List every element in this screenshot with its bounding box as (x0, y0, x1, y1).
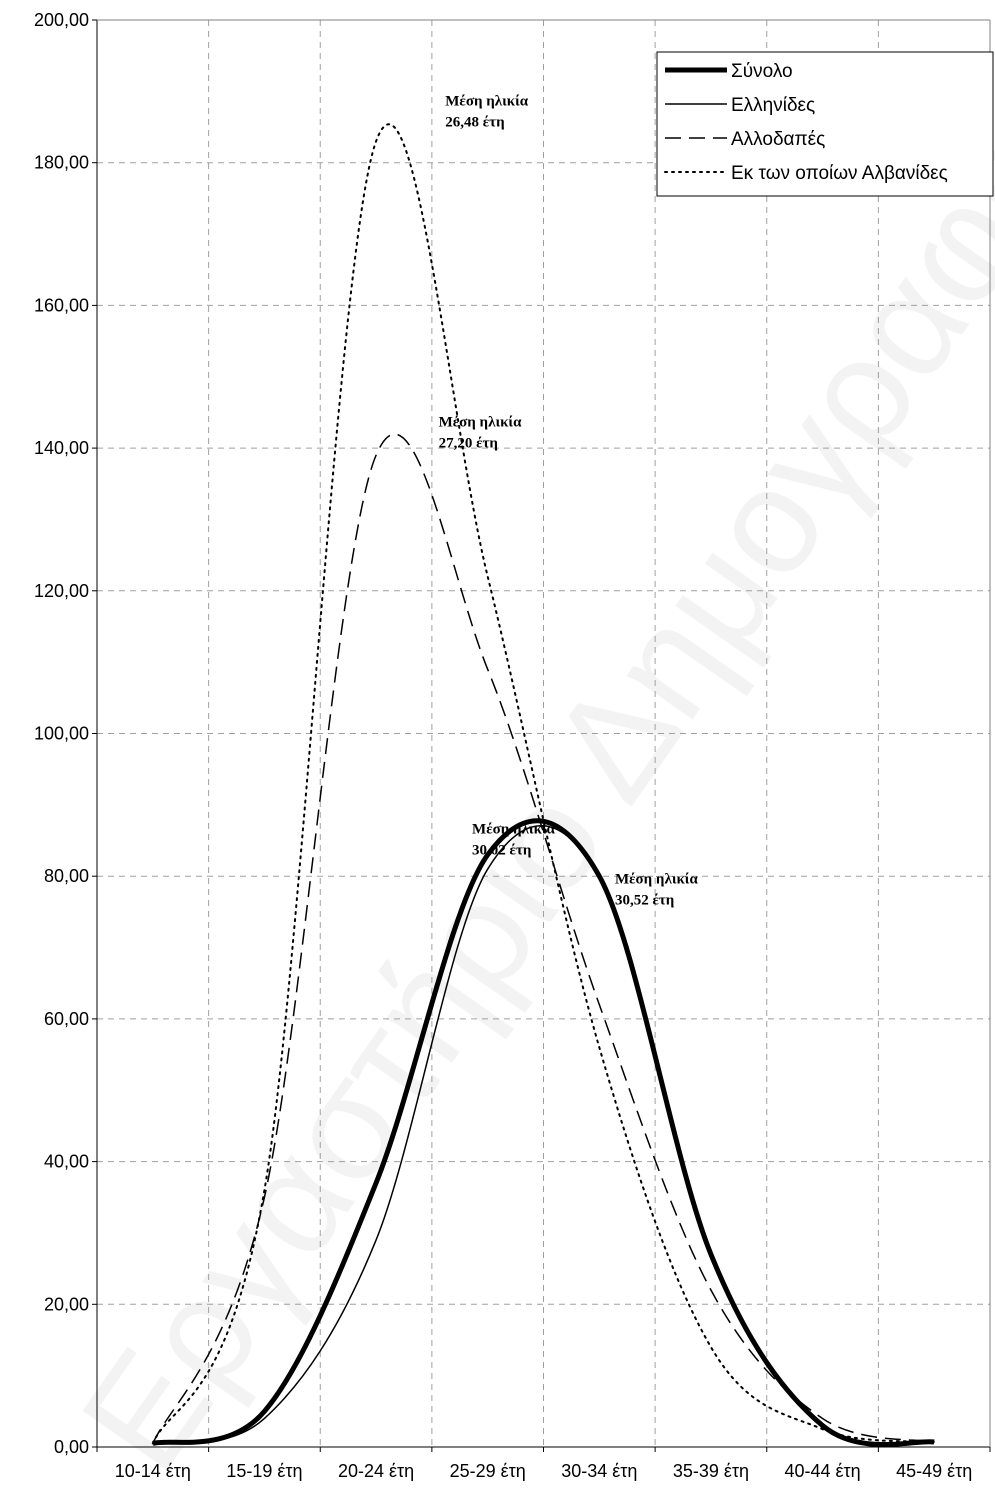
x-tick-label: 35-39 έτη (673, 1461, 749, 1481)
series-line-3 (152, 433, 935, 1444)
annotation-value: 30,02 έτη (472, 842, 531, 858)
series-line-4 (151, 123, 936, 1445)
y-tick-label: 20,00 (44, 1294, 89, 1314)
legend: Σύνολο Ελληνίδες Αλλοδαπές Εκ των οποίων Αλ… (656, 51, 994, 197)
y-tick-label: 160,00 (34, 295, 89, 315)
legend-label: Σύνολο (731, 61, 793, 82)
x-tick-label: 25-29 έτη (450, 1461, 526, 1481)
series-line-1 (152, 818, 935, 1448)
y-tick-label: 40,00 (44, 1152, 89, 1172)
series-lines (151, 123, 936, 1448)
mean-age-annotation-2: Μέση ηλικία 27,20 έτη (439, 415, 523, 452)
y-tick-label: 200,00 (34, 10, 89, 30)
legend-entry-2: Ελληνίδες (665, 95, 815, 116)
mean-age-annotation-3: Μέση ηλικία 30,02 έτη (472, 821, 556, 858)
annotation-label: Μέση ηλικία (472, 821, 556, 837)
annotation-label: Μέση ηλικία (445, 94, 529, 110)
mean-age-annotation-1: Μέση ηλικία 26,48 έτη (445, 94, 529, 131)
y-tick-label: 140,00 (34, 438, 89, 458)
legend-entry-3: Αλλοδαπές (665, 129, 825, 150)
legend-entry-1: Σύνολο (665, 61, 793, 82)
y-tick-label: 180,00 (34, 153, 89, 173)
axes: 0,00 20,00 40,00 60,00 80,00 100,00 120,00 140,… (34, 10, 991, 1481)
mean-age-annotation-4: Μέση ηλικία 30,52 έτη (615, 871, 699, 908)
annotations: Μέση ηλικία 26,48 έτη Μέση ηλικία 27,20 έτη… (439, 94, 699, 909)
x-tick-label: 15-19 έτη (226, 1461, 302, 1481)
annotation-value: 26,48 έτη (445, 115, 504, 131)
y-tick-label: 80,00 (44, 866, 89, 886)
y-tick-label: 100,00 (34, 724, 89, 744)
y-tick-label: 60,00 (44, 1009, 89, 1029)
x-tick-label: 30-34 έτη (561, 1461, 637, 1481)
watermark: Εργαστήριο Δημογραφικών & Κοινωνικών Ανα… (49, 0, 995, 1498)
legend-label: Ελληνίδες (731, 95, 815, 116)
y-tick-label: 0,00 (54, 1437, 89, 1457)
legend-entry-4: Εκ των οποίων Αλβανίδες (664, 163, 948, 184)
x-tick-label: 40-44 έτη (784, 1461, 860, 1481)
annotation-value: 27,20 έτη (439, 436, 498, 452)
x-tick-label: 20-24 έτη (338, 1461, 414, 1481)
legend-label: Εκ των οποίων Αλβανίδες (731, 163, 948, 184)
x-tick-label: 45-49 έτη (896, 1461, 972, 1481)
annotation-label: Μέση ηλικία (439, 415, 523, 431)
legend-label: Αλλοδαπές (731, 129, 825, 150)
annotation-value: 30,52 έτη (615, 892, 674, 908)
y-tick-label: 120,00 (34, 581, 89, 601)
annotation-label: Μέση ηλικία (615, 871, 699, 887)
x-tick-label: 10-14 έτη (115, 1461, 191, 1481)
